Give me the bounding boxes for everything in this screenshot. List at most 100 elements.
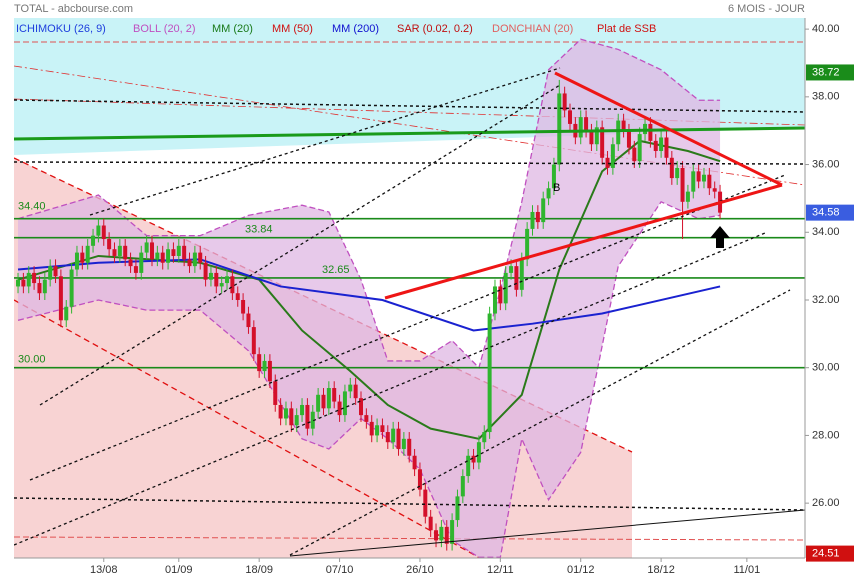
candle-body — [198, 252, 203, 263]
candle-body — [396, 428, 401, 449]
x-tick-label: 13/08 — [90, 564, 118, 576]
candle-body — [91, 235, 96, 246]
candle-body — [289, 408, 294, 426]
candle-body — [53, 266, 58, 277]
legend-entry: MM (50) — [272, 23, 313, 35]
candle-body — [551, 164, 556, 189]
candle-body — [444, 526, 449, 544]
candle-body — [369, 421, 374, 436]
candle-body — [101, 225, 106, 240]
bollinger-upper — [17, 38, 721, 369]
candle-body — [310, 411, 315, 429]
price-label: 24.51 — [812, 548, 840, 560]
candle-body — [568, 110, 573, 124]
candle-body — [267, 360, 272, 382]
candle-body — [251, 327, 256, 355]
candle-body — [562, 93, 567, 111]
candle-body — [530, 211, 535, 229]
y-tick-label: 32.00 — [812, 294, 840, 306]
candle-body — [691, 171, 696, 192]
price-label-box — [806, 204, 854, 221]
candle-body — [535, 211, 540, 223]
candle-body — [273, 381, 278, 405]
candle-body — [428, 516, 433, 531]
x-tick-label: 01/12 — [567, 564, 595, 576]
candle-body — [364, 415, 369, 422]
candle-body — [482, 432, 487, 443]
candle-body — [300, 404, 305, 416]
candle-body — [257, 354, 262, 372]
candle-body — [637, 134, 642, 162]
x-tick-label: 18/12 — [647, 564, 675, 576]
candle-body — [487, 313, 492, 433]
triangle-line — [384, 183, 783, 300]
candle-body — [278, 404, 283, 419]
candle-body — [26, 272, 31, 287]
candle-body — [621, 120, 626, 131]
x-tick-label: 12/11 — [487, 564, 514, 576]
candle-body — [653, 140, 658, 152]
candle-body — [64, 306, 69, 321]
legend-entry: SAR (0.02, 0.2) — [397, 23, 473, 35]
y-tick-label: 40.00 — [812, 23, 840, 35]
candle-body — [230, 276, 235, 294]
x-tick-label: 18/09 — [245, 564, 273, 576]
level-label: 34.40 — [18, 201, 46, 213]
candle-body — [471, 455, 476, 463]
candle-body — [37, 283, 42, 294]
candle-body — [235, 293, 240, 300]
candle-body — [214, 272, 219, 287]
candle-body — [412, 455, 417, 470]
y-tick-label: 36.00 — [812, 158, 840, 170]
candle-body — [525, 228, 530, 260]
candle-body — [96, 225, 101, 236]
candle-body — [519, 259, 524, 290]
candle-body — [460, 476, 465, 497]
candle-body — [294, 415, 299, 426]
candle-body — [160, 252, 165, 263]
candle-body — [616, 120, 621, 145]
candle-body — [594, 127, 599, 145]
overlay — [16, 79, 723, 551]
x-tick-label: 26/10 — [406, 564, 434, 576]
candle-body — [80, 252, 85, 263]
candle-body — [262, 360, 267, 372]
candle-body — [305, 404, 310, 429]
moving-average — [17, 139, 721, 440]
candle-body — [283, 408, 288, 419]
candle-body — [632, 147, 637, 162]
candle-body — [509, 266, 514, 273]
candle-body — [144, 242, 149, 253]
y-tick-label: 34.00 — [812, 226, 840, 238]
x-tick-label: 01/09 — [165, 564, 193, 576]
trend-line — [29, 174, 786, 481]
price-label-box — [806, 64, 854, 81]
candle-body — [455, 496, 460, 521]
candle-body — [546, 188, 551, 199]
annotation: B — [553, 182, 560, 194]
candle-body — [85, 245, 90, 263]
trend-line — [89, 67, 561, 216]
legend-entry: MM (200) — [332, 23, 379, 35]
candle-body — [659, 137, 664, 152]
candle-body — [375, 425, 380, 436]
candle-body — [348, 384, 353, 392]
triangle-line — [554, 71, 783, 187]
candle-body — [423, 489, 428, 517]
candle-body — [58, 276, 63, 321]
candle-body — [589, 130, 594, 145]
candle-body — [492, 286, 497, 314]
candle-body — [123, 245, 128, 260]
channel-line — [14, 299, 481, 558]
y-tick-label: 26.00 — [812, 497, 840, 509]
price-label-box — [806, 545, 854, 562]
candle-body — [182, 245, 187, 260]
candle-body — [149, 242, 154, 260]
header-period: 6 MOIS - JOUR — [728, 3, 805, 15]
candle-body — [42, 279, 47, 294]
candle-body — [584, 117, 589, 131]
legend-entry: ICHIMOKU (26, 9) — [16, 23, 106, 35]
legend-entry: BOLL (20, 2) — [133, 23, 196, 35]
trend-line — [289, 289, 791, 556]
